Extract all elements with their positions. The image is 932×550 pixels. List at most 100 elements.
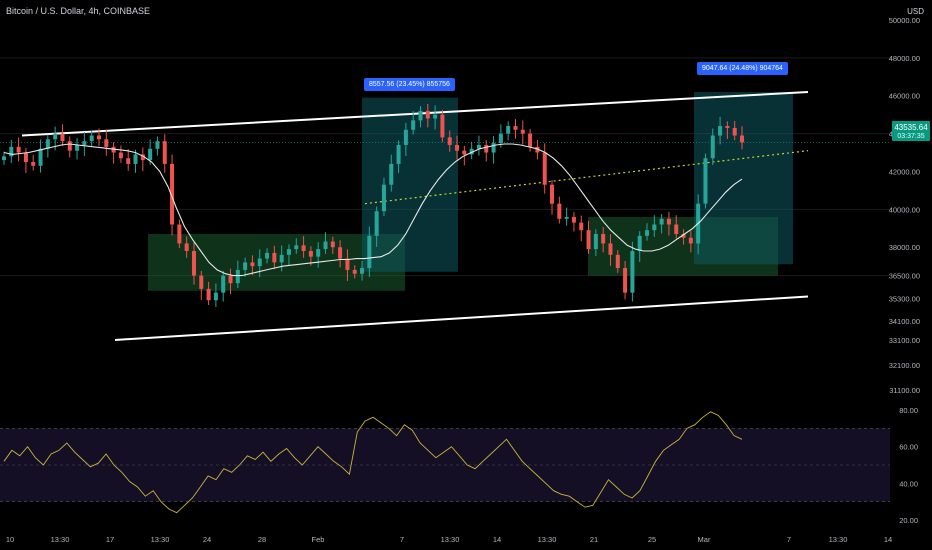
channel-lower-line	[114, 295, 809, 341]
candle-body	[1, 156, 7, 161]
rsi-tick-label: 60.00	[899, 443, 918, 452]
measure-label-2: 9047.64 (24.48%) 904764	[697, 62, 788, 75]
axis-unit: USD	[907, 7, 924, 16]
measure-label-1: 8557.56 (23.45%) 855756	[364, 78, 455, 91]
candle-body	[506, 126, 511, 134]
candle-body	[16, 146, 21, 153]
candle-body	[162, 141, 167, 164]
rsi-tick-label: 80.00	[899, 406, 918, 415]
candle-body	[659, 218, 664, 225]
candle-body	[491, 143, 496, 153]
candle-body	[579, 222, 584, 231]
candle-body	[520, 129, 525, 134]
candle-body	[323, 241, 328, 250]
candle-body	[484, 144, 489, 153]
candle-body	[645, 230, 650, 236]
candle-body	[528, 133, 533, 147]
candle-body	[170, 163, 175, 225]
candle-body	[674, 224, 679, 234]
candle-body	[411, 120, 416, 130]
candle-body	[571, 216, 576, 223]
candle-body	[447, 137, 452, 145]
candle-body	[286, 249, 291, 255]
candle-body	[155, 141, 160, 149]
candle-body	[469, 148, 474, 155]
x-tick-label: 10	[6, 535, 14, 544]
candle-body	[652, 224, 657, 231]
x-tick-label: 17	[106, 535, 114, 544]
candle-body	[535, 146, 540, 153]
candle-body	[601, 233, 606, 244]
moving-average-series	[3, 143, 743, 277]
candle-body	[243, 262, 248, 270]
candle-body	[199, 275, 204, 289]
rsi-line	[3, 411, 743, 514]
candle-body	[381, 184, 386, 212]
candle-body	[557, 203, 562, 219]
candle-body	[118, 152, 123, 159]
y-tick-label: 48000.00	[889, 54, 920, 63]
candle-body	[89, 135, 94, 142]
candle-body	[330, 241, 335, 248]
candle-body	[374, 211, 379, 236]
x-tick-label: Mar	[698, 535, 711, 544]
bar-countdown: 03:37:35	[897, 133, 925, 140]
candle-body	[184, 243, 189, 252]
chart-title: Bitcoin / U.S. Dollar, 4h, COINBASE	[6, 6, 151, 16]
price-axis: 50000.0048000.0046000.0044000.0042000.00…	[889, 16, 920, 525]
last-price-tag: 43535.64 03:37:35	[892, 121, 930, 141]
rsi-panel	[0, 411, 890, 514]
candle-body	[221, 275, 226, 293]
candle-body	[425, 110, 430, 119]
candle-body	[440, 114, 445, 138]
highlight-boxes	[148, 91, 793, 291]
measure-box-2	[694, 91, 793, 265]
candle-body	[389, 163, 394, 185]
candle-body	[710, 135, 715, 159]
candlestick-series	[1, 103, 745, 308]
candle-body	[666, 218, 671, 225]
x-tick-label: 14	[493, 535, 501, 544]
candle-body	[732, 127, 737, 136]
candle-body	[45, 139, 50, 149]
candle-body	[462, 150, 467, 155]
x-tick-label: 14	[884, 535, 892, 544]
candle-body	[403, 129, 408, 145]
candle-body	[623, 268, 628, 293]
candle-body	[250, 262, 255, 267]
candle-body	[498, 133, 503, 144]
candle-body	[739, 135, 745, 143]
candle-body	[82, 141, 87, 145]
x-tick-label: 13:30	[441, 535, 460, 544]
candle-body	[301, 245, 306, 252]
candle-body	[75, 144, 80, 151]
last-price-value: 43535.64	[894, 123, 928, 132]
candle-body	[31, 162, 36, 166]
time-axis: 10 13:30 17 13:30 24 28 Feb 7 13:30 14 13:30 21 25 Ma…	[6, 535, 892, 544]
candle-body	[133, 154, 138, 164]
candle-body	[279, 254, 284, 263]
candle-body	[191, 251, 196, 276]
y-tick-label: 40000.00	[889, 205, 920, 214]
x-tick-label: 7	[787, 535, 791, 544]
candle-body	[265, 252, 270, 259]
candle-body	[126, 158, 131, 164]
candle-body	[60, 133, 65, 142]
candle-body	[148, 148, 153, 161]
candle-body	[38, 148, 43, 166]
candle-body	[257, 258, 262, 267]
x-tick-label: 7	[400, 535, 404, 544]
candle-body	[345, 258, 350, 270]
candle-body	[455, 144, 460, 151]
y-tick-label: 34100.00	[889, 317, 920, 326]
x-tick-label: 13:30	[538, 535, 557, 544]
candle-body	[23, 152, 28, 163]
x-tick-label: 13:30	[51, 535, 70, 544]
candle-body	[593, 233, 598, 250]
rsi-tick-label: 20.00	[899, 516, 918, 525]
candle-body	[96, 135, 101, 140]
candle-body	[513, 126, 518, 130]
candle-body	[725, 126, 730, 128]
candle-body	[688, 237, 693, 244]
